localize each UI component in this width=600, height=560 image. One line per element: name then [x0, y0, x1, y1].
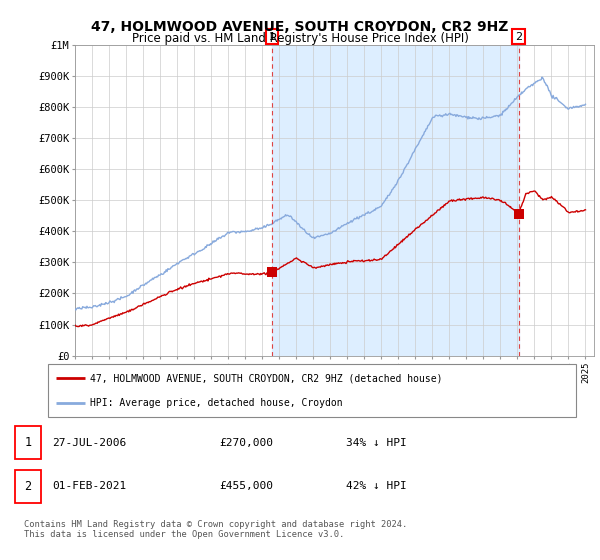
Text: 1: 1: [24, 436, 31, 449]
Text: 01-FEB-2021: 01-FEB-2021: [52, 481, 127, 491]
Text: £270,000: £270,000: [220, 438, 274, 448]
FancyBboxPatch shape: [48, 364, 576, 417]
Text: £455,000: £455,000: [220, 481, 274, 491]
FancyBboxPatch shape: [15, 426, 41, 459]
Text: 42% ↓ HPI: 42% ↓ HPI: [346, 481, 407, 491]
Text: 47, HOLMWOOD AVENUE, SOUTH CROYDON, CR2 9HZ (detached house): 47, HOLMWOOD AVENUE, SOUTH CROYDON, CR2 …: [90, 374, 443, 384]
Text: 2: 2: [24, 480, 31, 493]
Text: 1: 1: [268, 32, 275, 41]
Text: 47, HOLMWOOD AVENUE, SOUTH CROYDON, CR2 9HZ: 47, HOLMWOOD AVENUE, SOUTH CROYDON, CR2 …: [91, 20, 509, 34]
Text: 27-JUL-2006: 27-JUL-2006: [52, 438, 127, 448]
Text: 2: 2: [515, 32, 523, 41]
Text: HPI: Average price, detached house, Croydon: HPI: Average price, detached house, Croy…: [90, 398, 343, 408]
Bar: [272, 45, 519, 356]
FancyBboxPatch shape: [15, 470, 41, 503]
Text: Price paid vs. HM Land Registry's House Price Index (HPI): Price paid vs. HM Land Registry's House …: [131, 32, 469, 45]
Text: Contains HM Land Registry data © Crown copyright and database right 2024.
This d: Contains HM Land Registry data © Crown c…: [24, 520, 407, 539]
Text: 34% ↓ HPI: 34% ↓ HPI: [346, 438, 407, 448]
